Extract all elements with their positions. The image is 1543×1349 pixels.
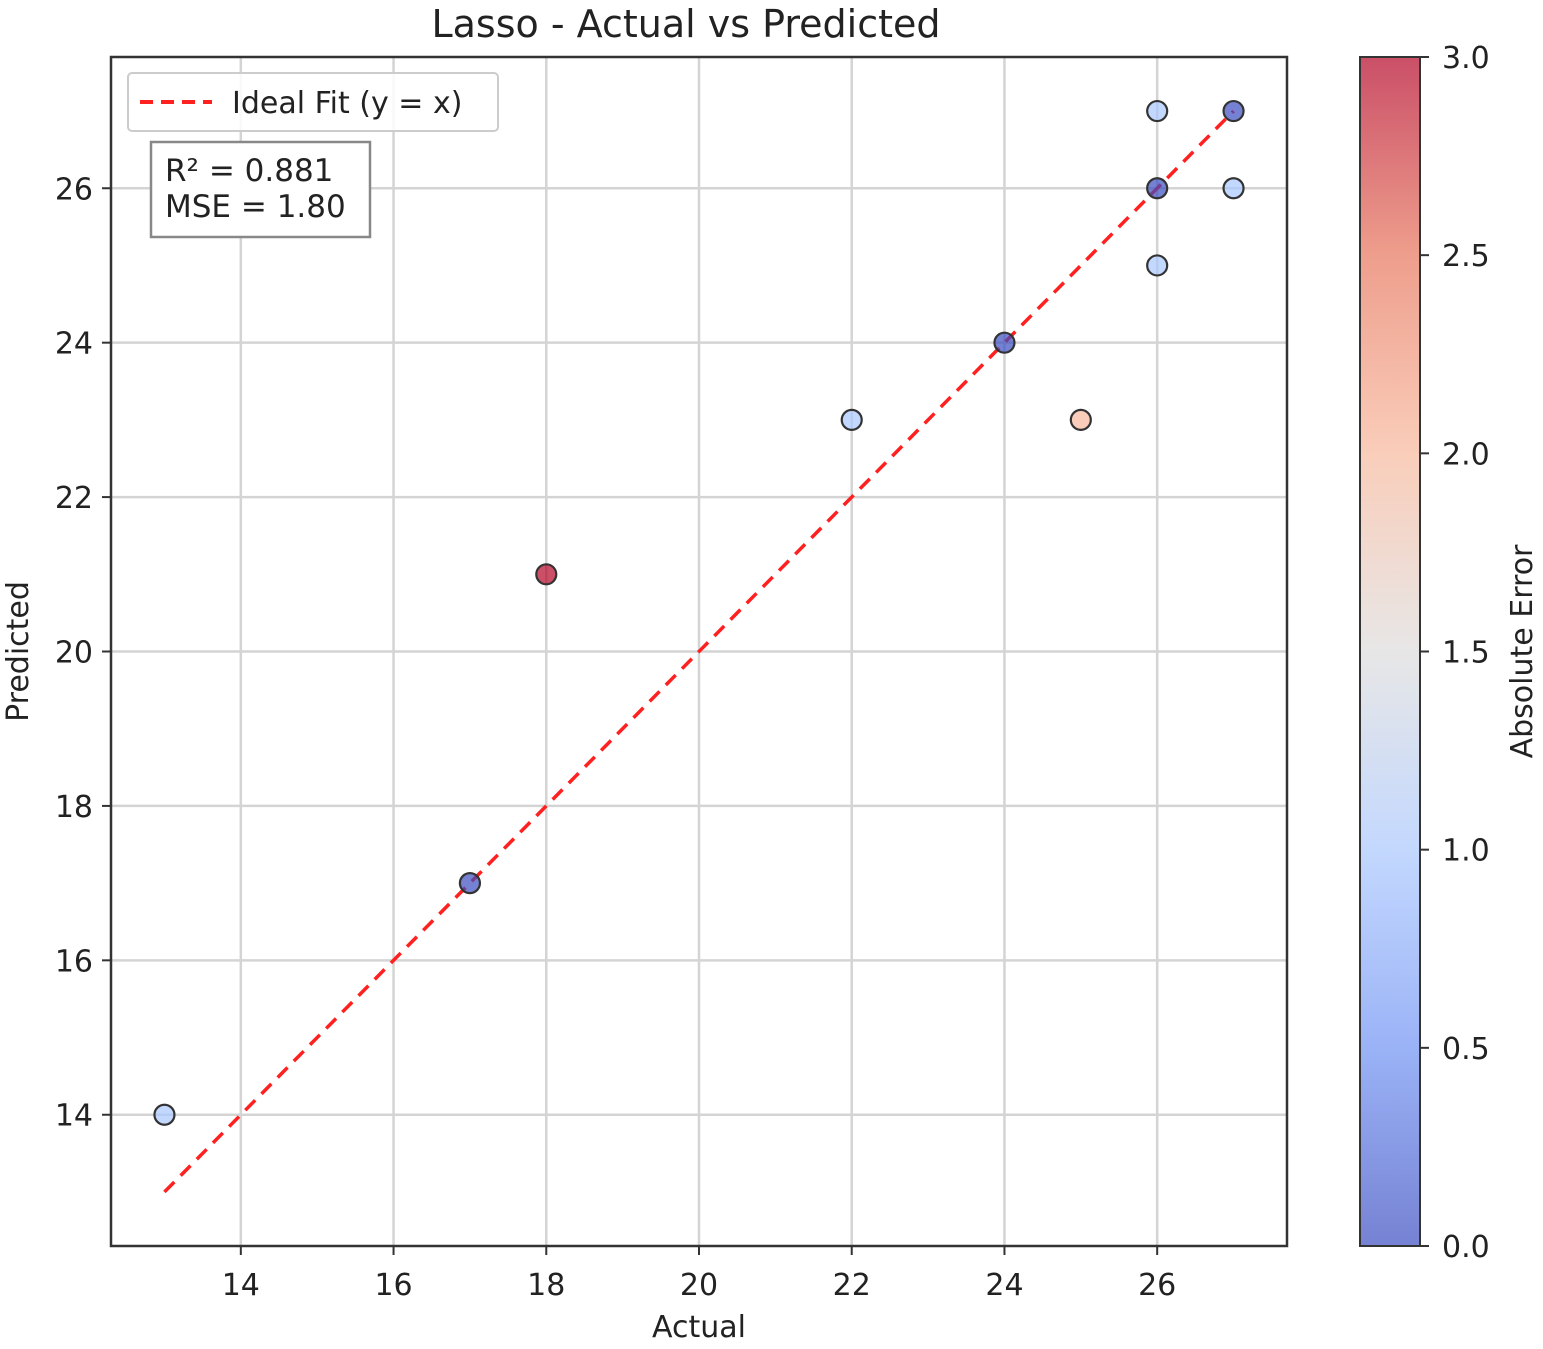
legend: Ideal Fit (y = x) xyxy=(127,72,499,132)
scatter-point xyxy=(458,872,482,895)
colorbar-tick-label: 2.5 xyxy=(1442,239,1490,274)
x-axis-ticks: 14 16 18 20 22 24 26 xyxy=(222,1246,1176,1303)
chart-title: Lasso - Actual vs Predicted xyxy=(431,2,940,46)
grid-lines xyxy=(111,57,1287,1246)
y-tick-label: 24 xyxy=(55,327,93,362)
colorbar-tick-label: 0.0 xyxy=(1442,1230,1490,1265)
y-axis-label: Predicted xyxy=(1,581,36,722)
y-tick-label: 20 xyxy=(55,636,93,671)
scatter-point xyxy=(1146,177,1169,200)
colorbar-tick-label: 2.0 xyxy=(1442,437,1490,472)
scatter-point xyxy=(535,563,558,586)
colorbar-ticks: 0.0 0.5 1.0 1.5 2.0 2.5 3.0 xyxy=(1420,41,1490,1265)
scatter-point xyxy=(1222,177,1245,200)
metrics-annotation: R² = 0.881 MSE = 1.80 xyxy=(149,140,372,239)
y-tick-label: 26 xyxy=(55,172,93,207)
colorbar-gradient xyxy=(1359,56,1421,1247)
scatter-point xyxy=(993,331,1016,354)
ideal-fit-dashed-line xyxy=(163,109,1235,1194)
scatter-point xyxy=(840,408,863,431)
y-tick-label: 22 xyxy=(55,481,93,516)
x-tick-label: 16 xyxy=(374,1268,412,1303)
scatter-point xyxy=(1146,254,1169,277)
x-tick-label: 14 xyxy=(222,1268,260,1303)
x-axis-label: Actual xyxy=(652,1310,746,1345)
colorbar-tick-label: 0.5 xyxy=(1442,1032,1490,1067)
colorbar-tick-label: 1.0 xyxy=(1442,834,1490,869)
data-points xyxy=(153,99,1245,1126)
scatter-point xyxy=(1222,99,1245,123)
y-axis-ticks: 14 16 18 20 22 24 26 xyxy=(55,172,111,1134)
y-tick-label: 18 xyxy=(55,790,93,825)
metrics-box xyxy=(149,140,372,239)
scatter-point xyxy=(153,1103,176,1126)
y-tick-label: 14 xyxy=(55,1099,93,1134)
colorbar-tick-label: 1.5 xyxy=(1442,636,1490,671)
scatter-point xyxy=(1146,99,1169,123)
colorbar-label: Absolute Error xyxy=(1505,544,1540,758)
legend-box xyxy=(127,72,499,132)
ideal-fit-line xyxy=(163,109,1235,1194)
x-tick-label: 24 xyxy=(985,1268,1023,1303)
x-tick-label: 18 xyxy=(527,1268,565,1303)
x-tick-label: 20 xyxy=(680,1268,718,1303)
r2-text: R² = 0.881 xyxy=(165,153,333,189)
legend-label: Ideal Fit (y = x) xyxy=(232,86,462,121)
colorbar-tick-label: 3.0 xyxy=(1442,41,1490,76)
x-tick-label: 22 xyxy=(833,1268,871,1303)
x-tick-label: 26 xyxy=(1138,1268,1176,1303)
mse-text: MSE = 1.80 xyxy=(165,189,346,225)
scatter-point xyxy=(1069,408,1092,431)
y-tick-label: 16 xyxy=(55,944,93,979)
colorbar: 0.0 0.5 1.0 1.5 2.0 2.5 3.0 Absolute Error xyxy=(1359,41,1540,1265)
